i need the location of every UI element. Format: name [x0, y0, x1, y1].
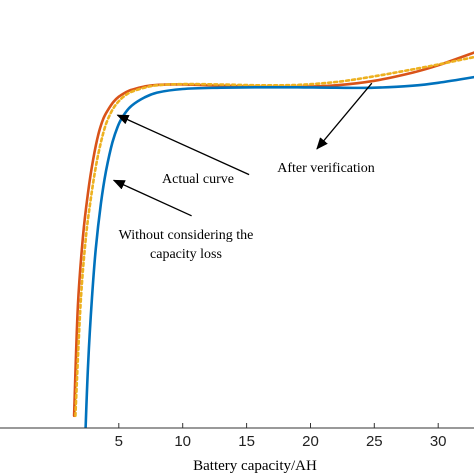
annotation-arrow-1	[112, 179, 192, 217]
annotation-layer	[112, 82, 373, 217]
series-line-without_loss	[84, 75, 474, 428]
annotation-label-actual: Actual curve	[162, 172, 234, 187]
x-tick-label: 30	[430, 433, 447, 450]
series-line-actual	[72, 51, 474, 418]
x-tick-label: 25	[366, 433, 383, 450]
annotation-arrow-0	[116, 114, 250, 176]
annotation-text-without-loss-line1: Without considering the	[119, 228, 254, 243]
plot-area	[72, 51, 474, 428]
annotation-arrow-2	[316, 82, 373, 150]
x-tick-label: 15	[238, 433, 255, 450]
annotation-label-after-verification: After verification	[277, 161, 375, 176]
annotation-label-without-loss: Without considering the capacity loss	[119, 228, 254, 262]
x-axis-label: Battery capacity/AH	[193, 458, 317, 474]
annotation-text-actual: Actual curve	[162, 172, 234, 187]
annotation-text-after-verification: After verification	[277, 161, 375, 176]
series-layer	[72, 51, 474, 428]
x-tick-label: 10	[174, 433, 191, 450]
x-tick-label: 20	[302, 433, 319, 450]
x-tick-label: 5	[115, 433, 123, 450]
series-line-verified	[74, 55, 474, 418]
annotation-text-without-loss-line2: capacity loss	[150, 247, 222, 262]
x-tick-layer: 5 10 15 20 25 30	[115, 423, 447, 450]
